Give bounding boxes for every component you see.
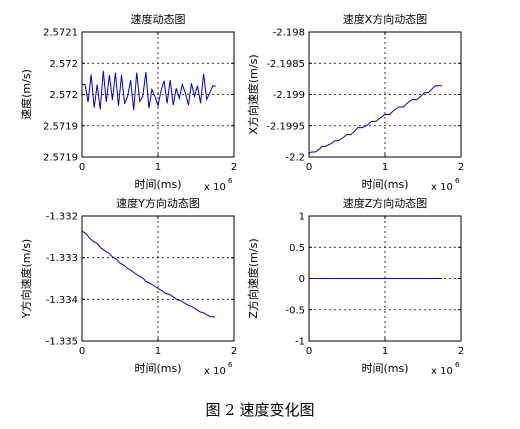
speed-x-ytick-label: -2.2 bbox=[285, 153, 305, 164]
speed-z-ytick-label: -0.5 bbox=[285, 305, 305, 316]
speed-x-scale-label: x 10 bbox=[204, 182, 226, 193]
speed-x-xtick-label: 0 bbox=[306, 162, 312, 173]
speed-z-ylabel: Z方向速度(m/s) bbox=[246, 238, 260, 318]
speed-z-ytick-label: 0.5 bbox=[289, 243, 305, 254]
speed-z-ytick-label: 1 bbox=[299, 212, 305, 223]
speed-x-ylabel: X方向速度(m/s) bbox=[246, 54, 260, 134]
figure: 2.5719 2.5719 2.572 2.572 2.5721 0 1 2 速度动态图时间(m… bbox=[19, 12, 464, 377]
speed-x-x-scale-exponent: 6 bbox=[455, 177, 460, 185]
speed-y-xtick-label: 1 bbox=[155, 346, 161, 357]
speed-xlabel: 时间(ms) bbox=[134, 178, 181, 191]
speed-y-ylabel: Y方向速度(m/s) bbox=[19, 239, 33, 319]
speed-y-xtick-label: 0 bbox=[79, 346, 85, 357]
speed-xtick-label: 0 bbox=[79, 162, 85, 173]
speed-x-chart: -2.2 -2.1995 -2.199 -2.1985 -2.198 0 1 2 速度X方向动态… bbox=[246, 12, 464, 193]
speed-x-xtick-label: 2 bbox=[458, 162, 464, 173]
speed-y-chart: -1.335 -1.334 -1.333 -1.332 0 1 2 速度Y方向动态图时间(ms… bbox=[19, 196, 237, 377]
speed-z-ytick-label: -1 bbox=[295, 337, 305, 348]
speed-y-ytick-label: -1.332 bbox=[46, 212, 78, 223]
speed-x-scale-exponent: 6 bbox=[228, 177, 233, 185]
speed-z-ytick-label: 0 bbox=[299, 274, 305, 285]
speed-ytick-label: 2.5721 bbox=[43, 28, 78, 39]
speed-y-series-line bbox=[81, 230, 215, 318]
speed-y-xlabel: 时间(ms) bbox=[134, 362, 181, 375]
speed-y-title: 速度Y方向动态图 bbox=[116, 196, 200, 210]
figure-caption: 图 2 速度变化图 bbox=[205, 401, 315, 419]
speed-y-x-scale-exponent: 6 bbox=[228, 361, 233, 369]
speed-ytick-label: 2.5719 bbox=[43, 121, 78, 132]
speed-series-line bbox=[82, 70, 216, 111]
speed-z-x-scale-label: x 10 bbox=[431, 366, 453, 377]
speed-z-xtick-label: 2 bbox=[458, 346, 464, 357]
speed-x-ytick-label: -2.198 bbox=[273, 28, 305, 39]
speed-title: 速度动态图 bbox=[131, 12, 186, 26]
speed-x-ytick-label: -2.1985 bbox=[266, 59, 305, 70]
speed-x-xtick-label: 1 bbox=[382, 162, 388, 173]
speed-z-xtick-label: 0 bbox=[306, 346, 312, 357]
speed-x-series-line bbox=[308, 85, 442, 155]
speed-x-ytick-label: -2.1995 bbox=[266, 121, 305, 132]
speed-xtick-label: 2 bbox=[231, 162, 237, 173]
speed-z-x-scale-exponent: 6 bbox=[455, 361, 460, 369]
speed-x-title: 速度X方向动态图 bbox=[343, 12, 428, 26]
speed-z-xlabel: 时间(ms) bbox=[361, 362, 408, 375]
speed-z-title: 速度Z方向动态图 bbox=[343, 196, 428, 210]
speed-y-xtick-label: 2 bbox=[231, 346, 237, 357]
speed-ylabel: 速度(m/s) bbox=[19, 69, 33, 120]
speed-ytick-label: 2.572 bbox=[49, 90, 78, 101]
speed-x-xlabel: 时间(ms) bbox=[361, 178, 408, 191]
speed-y-x-scale-label: x 10 bbox=[204, 366, 226, 377]
speed-ytick-label: 2.572 bbox=[49, 59, 78, 70]
speed-x-x-scale-label: x 10 bbox=[431, 182, 453, 193]
speed-ytick-label: 2.5719 bbox=[43, 153, 78, 164]
speed-xtick-label: 1 bbox=[155, 162, 161, 173]
speed-y-ytick-label: -1.333 bbox=[46, 253, 78, 264]
speed-chart: 2.5719 2.5719 2.572 2.572 2.5721 0 1 2 速度动态图时间(m… bbox=[19, 12, 237, 193]
speed-y-ytick-label: -1.335 bbox=[46, 337, 78, 348]
speed-y-ytick-label: -1.334 bbox=[46, 295, 78, 306]
speed-x-ytick-label: -2.199 bbox=[273, 90, 305, 101]
speed-z-xtick-label: 1 bbox=[382, 346, 388, 357]
